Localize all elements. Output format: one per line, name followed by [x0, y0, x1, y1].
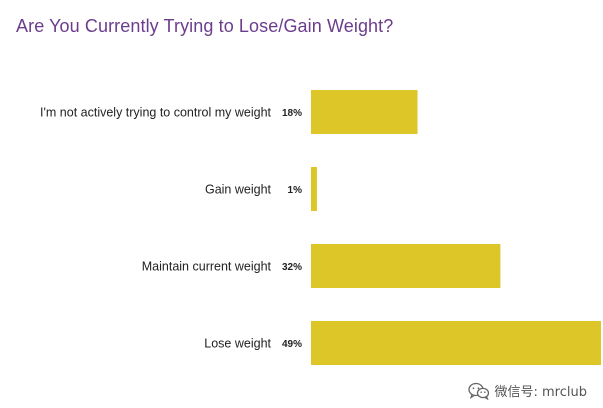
- category-label-1: Gain weight: [205, 183, 272, 197]
- category-label-2: Maintain current weight: [142, 260, 272, 274]
- bar-3: [311, 321, 601, 365]
- category-label-0: I'm not actively trying to control my we…: [40, 106, 271, 120]
- category-label-3: Lose weight: [204, 337, 271, 351]
- value-label-1: 1%: [288, 185, 303, 196]
- bar-2: [311, 244, 501, 288]
- value-label-3: 49%: [282, 339, 302, 350]
- chart-title: Are You Currently Trying to Lose/Gain We…: [16, 16, 394, 36]
- bar-1: [311, 167, 317, 211]
- value-label-2: 32%: [282, 262, 302, 273]
- bar-0: [311, 90, 418, 134]
- watermark: 微信号: mrclub: [467, 381, 588, 400]
- wechat-icon: [467, 382, 489, 400]
- value-label-0: 18%: [282, 108, 302, 119]
- watermark-text: 微信号: mrclub: [494, 385, 588, 400]
